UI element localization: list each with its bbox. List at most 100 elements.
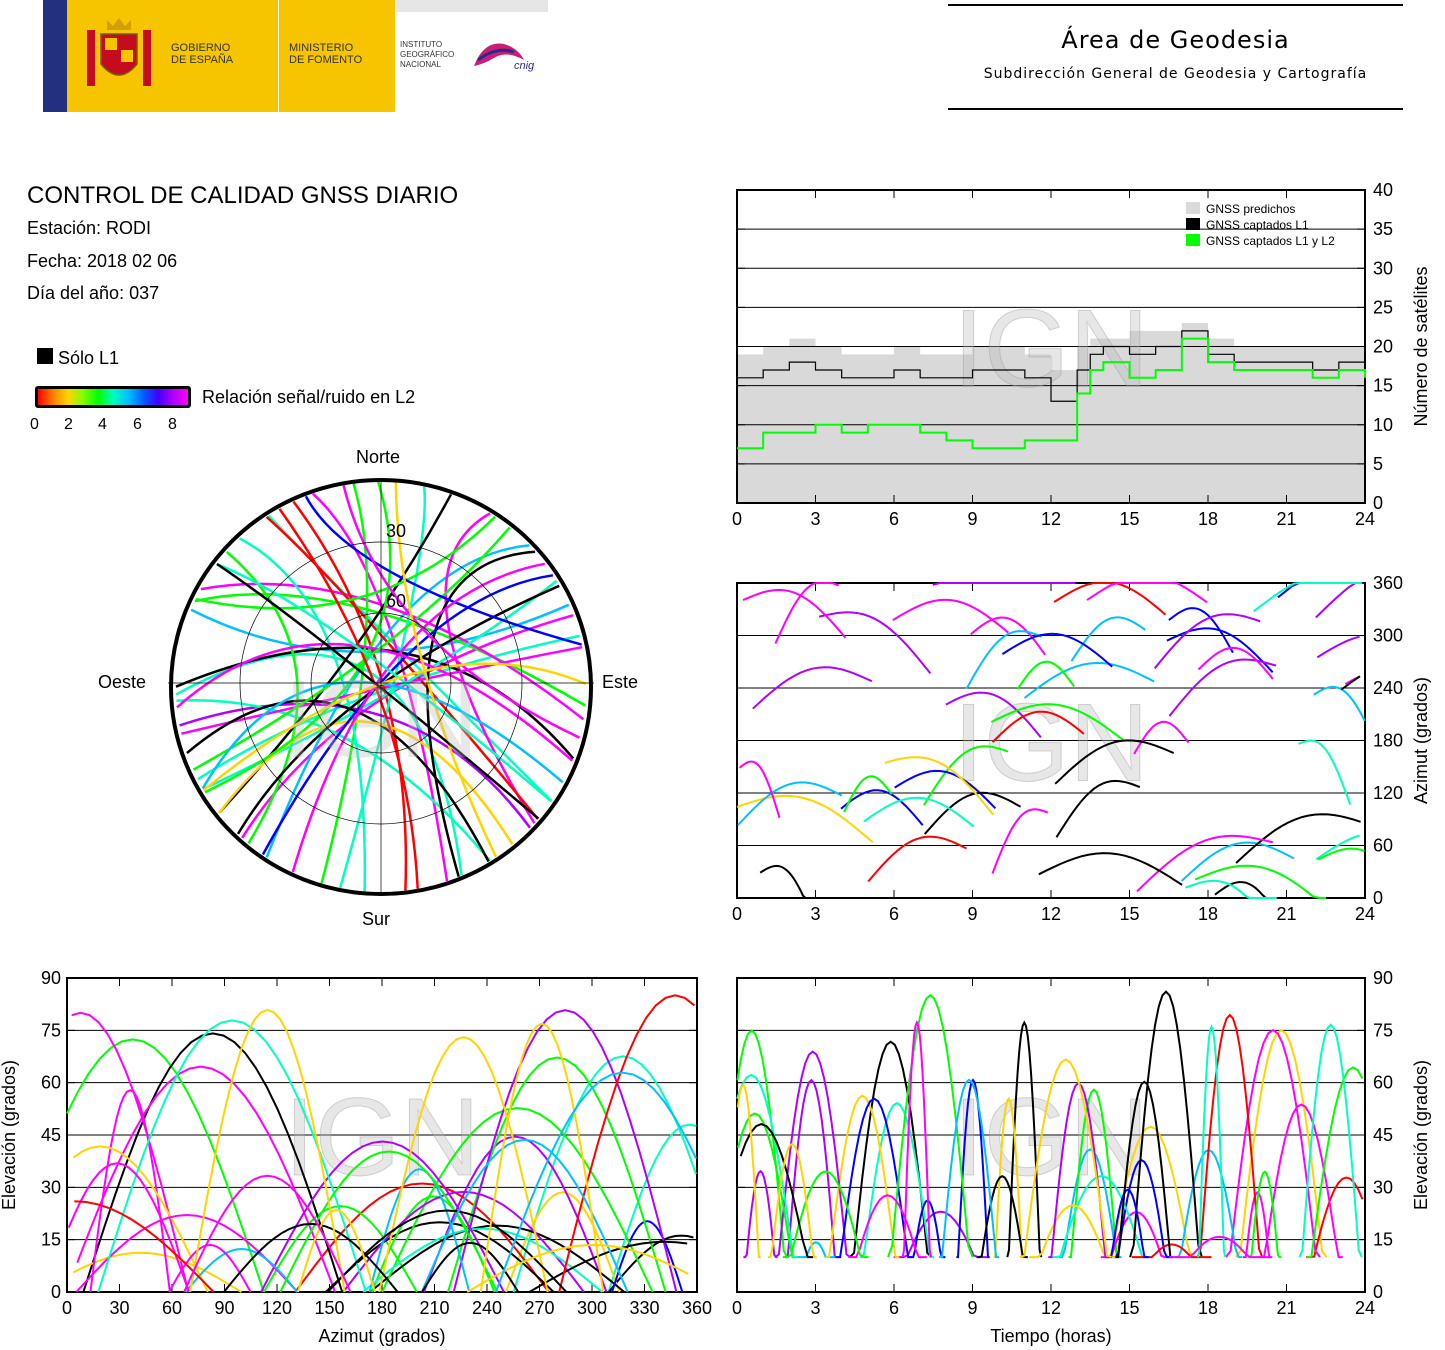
azimuth-track: [738, 760, 781, 819]
snr-tick-8: 8: [168, 416, 177, 433]
x-tick-label: 60: [162, 1298, 182, 1318]
azimuth-track: [884, 756, 995, 816]
x-tick-label: 30: [109, 1298, 129, 1318]
ministerio-logo: MINISTERIO DE FOMENTO: [279, 0, 395, 112]
x-tick-label: 90: [214, 1298, 234, 1318]
azimuth-track: [1001, 632, 1113, 668]
elevation-time-chart: 0 15 30 45 60 75 90 0 3 6 9 12 15 18 21 24 Elevación (gr…: [732, 968, 1431, 1346]
gobierno-text: GOBIERNO DE ESPAÑA: [171, 42, 234, 66]
sky-track: [192, 526, 511, 771]
azimuth-track: [1316, 635, 1360, 659]
azimuth-track: [991, 710, 1085, 743]
sky-track: [304, 495, 582, 646]
x-tick-label: 24: [1355, 1298, 1375, 1318]
area-title: Área de Geodesia: [1061, 26, 1290, 54]
x-tick-label: 240: [472, 1298, 502, 1318]
x-tick-label: 150: [314, 1298, 344, 1318]
elevation-azimuth-track: [381, 1106, 654, 1293]
elevation-time-track: [859, 1101, 935, 1259]
snr-tick-6: 6: [133, 416, 142, 433]
azimuth-track: [991, 808, 1049, 874]
x-tick-label: 300: [577, 1298, 607, 1318]
header-rule-top: [948, 4, 1403, 6]
elevation-azimuth-track: [420, 1138, 629, 1293]
y-tick-label: 15: [41, 1230, 61, 1250]
azimuth-track: [1153, 613, 1261, 670]
snr-tick-4: 4: [98, 416, 107, 433]
elevation-time-track: [1196, 1024, 1227, 1258]
x-tick-label: 0: [732, 509, 742, 529]
elevation-time-track: [976, 1175, 1028, 1259]
x-tick-label: 24: [1355, 509, 1375, 529]
sky-track: [265, 515, 539, 820]
y-tick-label: 20: [1373, 337, 1393, 357]
x-tick-label: 3: [810, 1298, 820, 1318]
elevation-time-track: [1129, 990, 1203, 1258]
elevation-time-track: [1298, 1023, 1363, 1258]
elevation-time-track: [836, 1097, 912, 1259]
y-tick-label: 60: [1373, 836, 1393, 856]
elevation-azimuth-track: [607, 1234, 694, 1293]
legend-label: GNSS captados L1: [1206, 218, 1309, 232]
snr-label: Relación señal/ruido en L2: [202, 387, 416, 407]
elevation-time-track: [893, 1210, 988, 1259]
azimuth-track: [742, 588, 847, 639]
elevation-azimuth-track: [72, 1145, 209, 1293]
elevation-time-track: [1019, 1058, 1112, 1259]
skyplot-west: Oeste: [98, 672, 146, 692]
y-tick-label: 0: [1373, 493, 1383, 513]
azimuth-track: [1168, 607, 1234, 654]
area-header: Área de Geodesia Subdirección General de…: [948, 4, 1403, 110]
azimuth-track: [965, 630, 1043, 690]
azimuth-track: [1253, 582, 1362, 613]
azimuth-track: [990, 703, 1125, 741]
y-tick-label: 0: [51, 1282, 61, 1302]
x-tick-label: 21: [1276, 904, 1296, 924]
elevation-azimuth-track: [452, 1009, 678, 1293]
x-axis-label: Tiempo (horas): [990, 1326, 1111, 1346]
azimuth-track: [759, 864, 814, 899]
y-tick-label: 15: [1373, 376, 1393, 396]
azimuth-track: [1315, 834, 1360, 861]
elevation-azimuth-track: [423, 1135, 608, 1293]
sky-track: [394, 482, 498, 858]
y-tick-label: 360: [1373, 575, 1403, 593]
ign-watermark: IGN: [953, 1076, 1149, 1199]
azimuth-track: [1214, 881, 1284, 899]
x-tick-label: 6: [889, 904, 899, 924]
azimuth-track: [1055, 779, 1141, 838]
x-tick-label: 9: [967, 904, 977, 924]
header-rule-bottom: [948, 108, 1403, 110]
y-tick-label: 60: [1373, 1073, 1393, 1093]
elevation-azimuth-track: [97, 1019, 367, 1293]
elevation-azimuth-track: [223, 1222, 399, 1293]
y-tick-label: 90: [1373, 968, 1393, 988]
doy-label: Día del año: 037: [27, 283, 160, 303]
x-tick-label: 0: [732, 1298, 742, 1318]
y-tick-label: 45: [1373, 1125, 1393, 1145]
gobierno-logo: GOBIERNO DE ESPAÑA: [43, 0, 278, 112]
azimuth-track: [1086, 582, 1208, 604]
elevation-time-track: [1306, 1066, 1364, 1259]
sky-track: [201, 680, 564, 790]
x-tick-label: 360: [682, 1298, 712, 1318]
elevation-time-track: [1107, 1188, 1149, 1259]
elevation-time-track: [736, 1073, 799, 1259]
x-tick-label: 3: [810, 904, 820, 924]
y-tick-label: 75: [41, 1020, 61, 1040]
azimuth-track: [923, 745, 1009, 806]
snr-colorbar: [35, 386, 191, 408]
elevation-azimuth-track: [66, 1038, 265, 1293]
elevation-time-track: [901, 1019, 933, 1258]
elevation-time-track: [1225, 1028, 1321, 1258]
x-tick-label: 330: [629, 1298, 659, 1318]
x-tick-label: 180: [367, 1298, 397, 1318]
azimuth-track: [818, 611, 932, 675]
elevation-azimuth-track: [558, 994, 696, 1293]
azimuth-track: [1298, 739, 1352, 806]
y-tick-label: 45: [41, 1125, 61, 1145]
sky-track: [320, 483, 369, 884]
azimuth-track: [774, 582, 840, 645]
sky-track: [194, 592, 586, 707]
elevation-time-track: [825, 1094, 900, 1259]
